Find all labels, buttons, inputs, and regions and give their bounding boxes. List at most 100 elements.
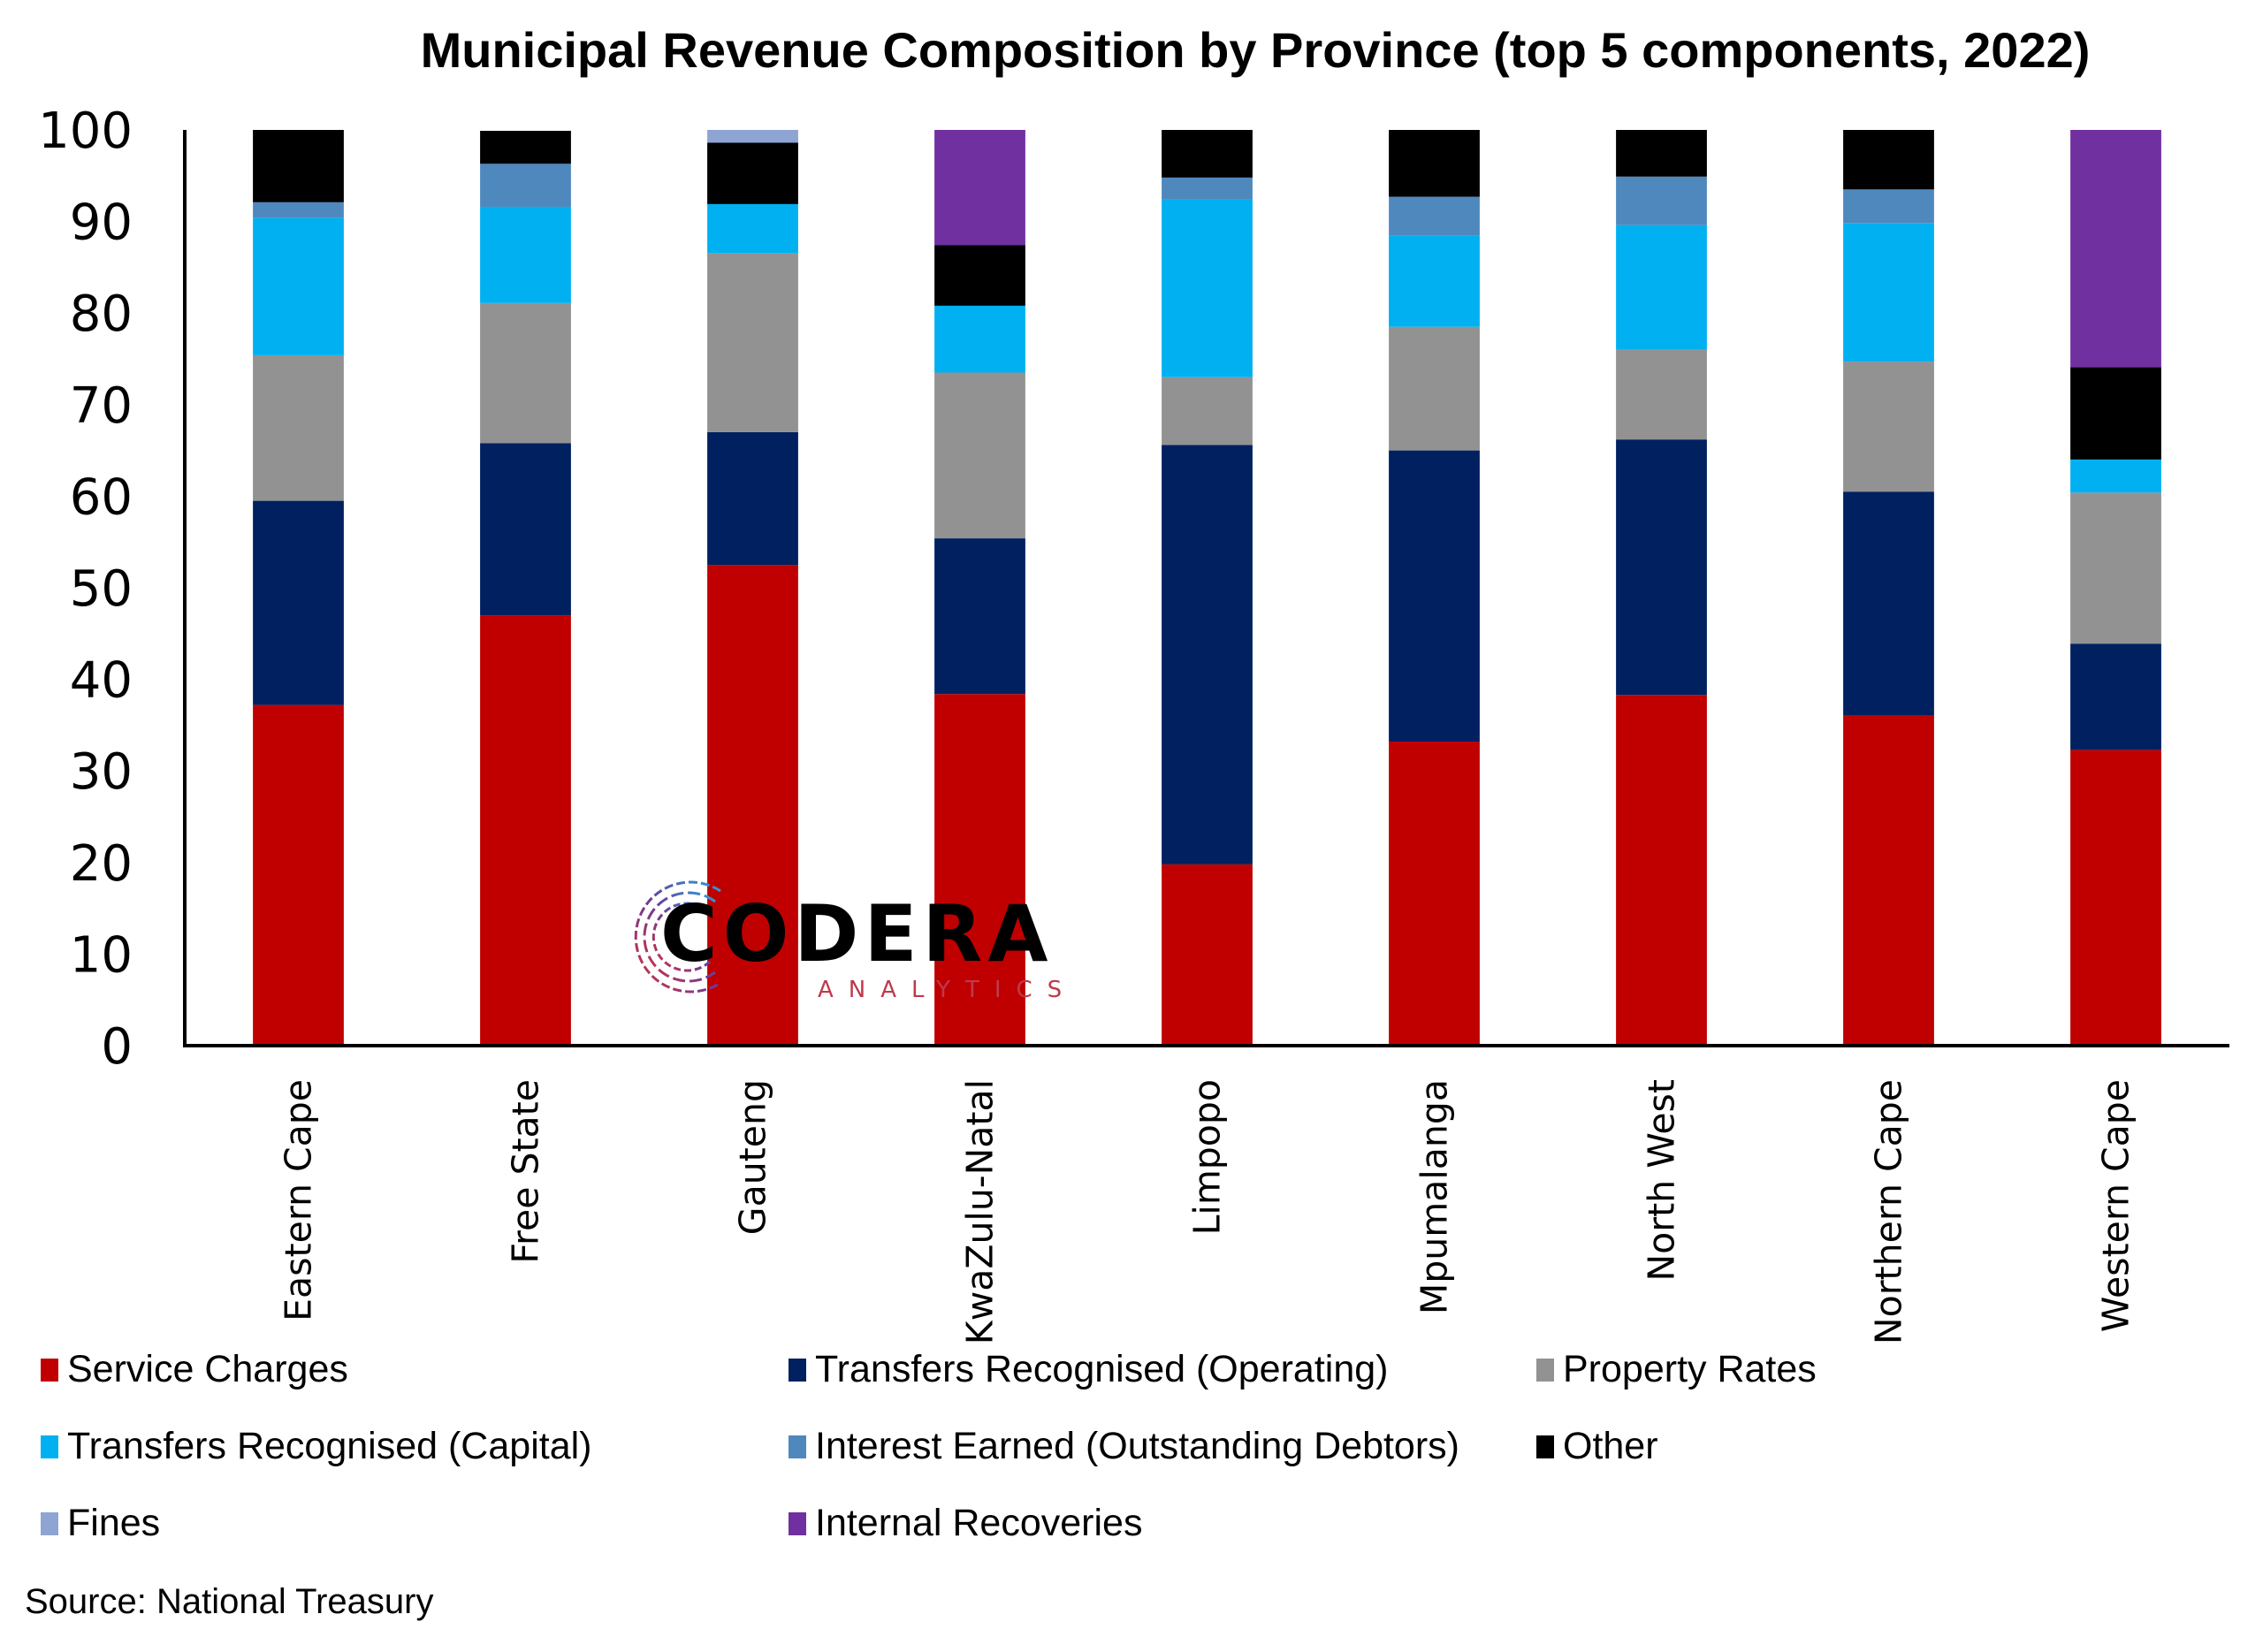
bar-segment-western-cape-service-charges xyxy=(2070,750,2161,1046)
bar-segment-northern-cape-interest-earned-outstanding-debtors xyxy=(1843,189,1934,224)
bar-segment-mpumalanga-property-rates xyxy=(1389,326,1480,451)
bar-segment-northern-cape-other xyxy=(1843,130,1934,190)
bar-segment-mpumalanga-other xyxy=(1389,130,1480,197)
bar-segment-kwazulu-natal-transfers-recognised-capital xyxy=(934,305,1025,373)
axes-group xyxy=(183,130,2229,1047)
bar-segment-western-cape-transfers-recognised-capital xyxy=(2070,460,2161,493)
bar-segment-free-state-other xyxy=(480,131,571,164)
bar-segment-mpumalanga-transfers-recognised-operating xyxy=(1389,450,1480,742)
legend-label: Transfers Recognised (Capital) xyxy=(67,1425,592,1467)
legend-label: Property Rates xyxy=(1563,1348,1817,1390)
bar-segment-kwazulu-natal-transfers-recognised-operating xyxy=(934,538,1025,695)
legend-swatch xyxy=(41,1435,58,1458)
bar-segment-north-west-interest-earned-outstanding-debtors xyxy=(1616,176,1707,225)
legend-item-fines: Fines xyxy=(41,1502,160,1545)
legend-swatch xyxy=(1536,1358,1554,1382)
x-tick-label-free-state: Free State xyxy=(505,1079,547,1264)
y-tick-label: 30 xyxy=(70,743,133,801)
bar-segment-free-state-service-charges xyxy=(480,615,571,1046)
bar-segment-free-state-property-rates xyxy=(480,302,571,444)
bar-segment-gauteng-service-charges xyxy=(707,565,798,1046)
bar-segment-eastern-cape-service-charges xyxy=(253,704,344,1046)
bar-segment-north-west-transfers-recognised-operating xyxy=(1616,439,1707,696)
y-tick-label: 80 xyxy=(70,285,133,343)
legend-swatch xyxy=(41,1358,58,1382)
bar-segment-gauteng-fines xyxy=(707,130,798,143)
y-tick-label: 0 xyxy=(101,1018,133,1076)
legend-item-interest-earned-outstanding-debtors: Interest Earned (Outstanding Debtors) xyxy=(789,1425,1459,1468)
bar-segment-free-state-transfers-recognised-operating xyxy=(480,443,571,616)
bar-segment-gauteng-other xyxy=(707,142,798,204)
source-note: Source: National Treasury xyxy=(25,1582,434,1621)
bar-segment-kwazulu-natal-internal-recoveries xyxy=(934,130,1025,246)
bar-segment-free-state-transfers-recognised-capital xyxy=(480,207,571,303)
legend-item-service-charges: Service Charges xyxy=(41,1348,348,1391)
bar-segment-eastern-cape-property-rates xyxy=(253,354,344,501)
legend-label: Interest Earned (Outstanding Debtors) xyxy=(815,1425,1459,1467)
x-tick-label-mpumalanga: Mpumalanga xyxy=(1413,1079,1456,1314)
bar-segment-kwazulu-natal-property-rates xyxy=(934,372,1025,538)
x-tick-label-north-west: North West xyxy=(1641,1079,1683,1282)
chart-title: Municipal Revenue Composition by Provinc… xyxy=(421,22,2091,78)
bar-segment-north-west-other xyxy=(1616,130,1707,177)
x-tick-labels: Eastern Cape Free State Gauteng KwaZulu-Nat… xyxy=(278,1079,2137,1344)
y-tick-label: 40 xyxy=(70,652,133,710)
legend-item-transfers-recognised-capital: Transfers Recognised (Capital) xyxy=(41,1425,591,1468)
legend-swatch xyxy=(1536,1435,1554,1458)
legend-item-other: Other xyxy=(1536,1425,1658,1468)
bar-segment-free-state-interest-earned-outstanding-debtors xyxy=(480,164,571,207)
bar-segment-kwazulu-natal-service-charges xyxy=(934,694,1025,1046)
y-tick-label: 50 xyxy=(70,560,133,618)
bar-segment-eastern-cape-transfers-recognised-capital xyxy=(253,217,344,355)
legend-swatch xyxy=(789,1435,806,1458)
bar-segment-gauteng-transfers-recognised-capital xyxy=(707,203,798,254)
bar-segment-northern-cape-property-rates xyxy=(1843,362,1934,492)
bar-segment-northern-cape-transfers-recognised-operating xyxy=(1843,491,1934,715)
bar-segment-eastern-cape-interest-earned-outstanding-debtors xyxy=(253,202,344,218)
y-tick-labels: 0 10 20 30 40 50 60 70 80 90 100 xyxy=(38,103,133,1076)
legend-label: Other xyxy=(1563,1425,1658,1467)
bar-segment-northern-cape-transfers-recognised-capital xyxy=(1843,223,1934,362)
x-tick-label-gauteng: Gauteng xyxy=(732,1079,774,1235)
bar-segment-northern-cape-service-charges xyxy=(1843,715,1934,1046)
legend-item-internal-recoveries: Internal Recoveries xyxy=(789,1502,1142,1545)
bar-segment-north-west-service-charges xyxy=(1616,695,1707,1046)
x-tick-label-kwazulu-natal: KwaZulu-Natal xyxy=(959,1079,1002,1344)
bar-segment-limpopo-transfers-recognised-capital xyxy=(1162,199,1253,377)
bars-group xyxy=(253,130,2161,1046)
y-tick-label: 20 xyxy=(70,835,133,893)
x-tick-label-western-cape: Western Cape xyxy=(2095,1079,2137,1332)
bar-segment-north-west-transfers-recognised-capital xyxy=(1616,225,1707,350)
bar-segment-western-cape-property-rates xyxy=(2070,492,2161,644)
bar-segment-western-cape-internal-recoveries xyxy=(2070,130,2161,368)
legend-swatch xyxy=(789,1511,806,1535)
legend-item-transfers-recognised-operating: Transfers Recognised (Operating) xyxy=(789,1348,1388,1391)
bar-segment-eastern-cape-transfers-recognised-operating xyxy=(253,500,344,705)
legend-item-property-rates: Property Rates xyxy=(1536,1348,1817,1391)
bar-segment-gauteng-transfers-recognised-operating xyxy=(707,431,798,566)
bar-segment-eastern-cape-other xyxy=(253,130,344,202)
bar-segment-limpopo-property-rates xyxy=(1162,377,1253,445)
y-tick-label: 70 xyxy=(70,377,133,435)
y-tick-label: 60 xyxy=(70,468,133,526)
bar-segment-limpopo-interest-earned-outstanding-debtors xyxy=(1162,177,1253,200)
bar-segment-north-west-property-rates xyxy=(1616,349,1707,440)
bar-segment-limpopo-service-charges xyxy=(1162,864,1253,1046)
y-tick-label: 100 xyxy=(38,103,133,160)
legend-label: Service Charges xyxy=(67,1348,348,1390)
bar-segment-western-cape-other xyxy=(2070,367,2161,460)
bar-segment-limpopo-other xyxy=(1162,130,1253,178)
bar-segment-gauteng-property-rates xyxy=(707,253,798,432)
y-tick-label: 90 xyxy=(70,194,133,252)
legend-swatch xyxy=(41,1511,58,1535)
legend-label: Internal Recoveries xyxy=(815,1502,1143,1544)
legend-label: Transfers Recognised (Operating) xyxy=(815,1348,1389,1390)
bar-segment-mpumalanga-service-charges xyxy=(1389,742,1480,1046)
bar-segment-western-cape-transfers-recognised-operating xyxy=(2070,643,2161,750)
bar-segment-kwazulu-natal-other xyxy=(934,245,1025,306)
bar-segment-mpumalanga-interest-earned-outstanding-debtors xyxy=(1389,196,1480,236)
x-tick-label-limpopo: Limpopo xyxy=(1186,1079,1229,1235)
x-tick-label-northern-cape: Northern Cape xyxy=(1868,1079,1910,1344)
y-tick-label: 10 xyxy=(70,926,133,984)
